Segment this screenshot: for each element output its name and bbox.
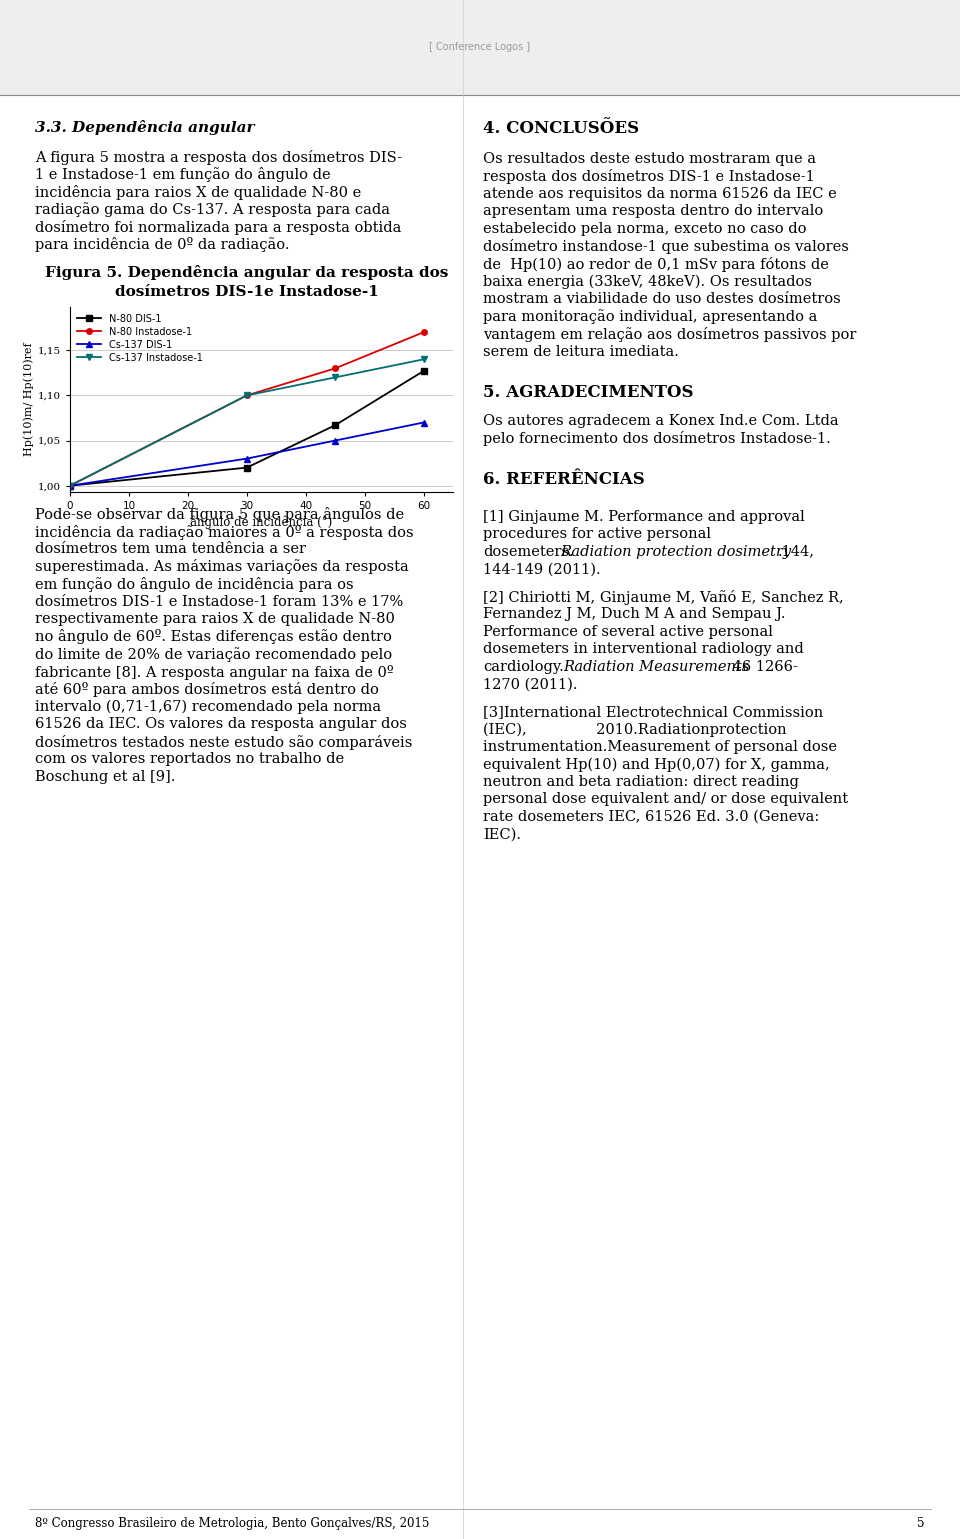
Text: dosímetros testados neste estudo são comparáveis: dosímetros testados neste estudo são com…: [35, 734, 413, 749]
Text: apresentam uma resposta dentro do intervalo: apresentam uma resposta dentro do interv…: [483, 205, 824, 219]
Text: 144-149 (2011).: 144-149 (2011).: [483, 562, 601, 576]
Text: respectivamente para raios X de qualidade N-80: respectivamente para raios X de qualidad…: [35, 613, 395, 626]
N-80 DIS-1: [329, 416, 341, 434]
Text: dosemeters.: dosemeters.: [483, 545, 574, 559]
Text: intervalo (0,71-1,67) recomendado pela norma: intervalo (0,71-1,67) recomendado pela n…: [35, 700, 381, 714]
Text: estabelecido pela norma, exceto no caso do: estabelecido pela norma, exceto no caso …: [483, 222, 806, 235]
Cs-137 DIS-1: [241, 449, 252, 468]
Text: IEC).: IEC).: [483, 828, 521, 842]
Text: 5. AGRADECIMENTOS: 5. AGRADECIMENTOS: [483, 385, 693, 402]
Text: mostram a viabilidade do uso destes dosímetros: mostram a viabilidade do uso destes dosí…: [483, 292, 841, 306]
Text: Os autores agradecem a Konex Ind.e Com. Ltda: Os autores agradecem a Konex Ind.e Com. …: [483, 414, 839, 428]
Text: incidência para raios X de qualidade N-80 e: incidência para raios X de qualidade N-8…: [35, 185, 361, 200]
Cs-137 Instadose-1: [241, 386, 252, 405]
Cs-137 Instadose-1: [418, 349, 429, 368]
Cs-137 Instadose-1: [329, 368, 341, 386]
Text: Radiation protection dosimetry: Radiation protection dosimetry: [560, 545, 791, 559]
Text: dosímetro instandose-1 que subestima os valores: dosímetro instandose-1 que subestima os …: [483, 240, 849, 254]
Text: do limite de 20% de variação recomendado pelo: do limite de 20% de variação recomendado…: [35, 646, 392, 662]
Text: dosímetros DIS-1 e Instadose-1 foram 13% e 17%: dosímetros DIS-1 e Instadose-1 foram 13%…: [35, 594, 403, 608]
Text: fabricante [8]. A resposta angular na faixa de 0º: fabricante [8]. A resposta angular na fa…: [35, 665, 394, 680]
Text: [ Conference Logos ]: [ Conference Logos ]: [429, 43, 531, 52]
Text: para monitoração individual, apresentando a: para monitoração individual, apresentand…: [483, 309, 817, 325]
Text: Figura 5. Dependência angular da resposta dos: Figura 5. Dependência angular da respost…: [45, 265, 448, 280]
Text: incidência da radiação maiores a 0º a resposta dos: incidência da radiação maiores a 0º a re…: [35, 525, 414, 540]
Text: neutron and beta radiation: direct reading: neutron and beta radiation: direct readi…: [483, 774, 799, 790]
Line: N-80 Instadose-1: N-80 Instadose-1: [67, 329, 426, 488]
Text: serem de leitura imediata.: serem de leitura imediata.: [483, 345, 679, 359]
Text: no ângulo de 60º. Estas diferenças estão dentro: no ângulo de 60º. Estas diferenças estão…: [35, 629, 392, 645]
Text: personal dose equivalent and/ or dose equivalent: personal dose equivalent and/ or dose eq…: [483, 793, 848, 806]
Text: com os valores reportados no trabalho de: com os valores reportados no trabalho de: [35, 753, 344, 766]
Text: .144,: .144,: [778, 545, 815, 559]
Text: resposta dos dosímetros DIS-1 e Instadose-1: resposta dos dosímetros DIS-1 e Instados…: [483, 169, 815, 185]
Cs-137 DIS-1: [418, 414, 429, 432]
Cs-137 DIS-1: [329, 431, 341, 449]
Text: 4. CONCLUSÕES: 4. CONCLUSÕES: [483, 120, 639, 137]
Text: [2] Chiriotti M, Ginjaume M, Vañó E, Sanchez R,: [2] Chiriotti M, Ginjaume M, Vañó E, San…: [483, 589, 844, 605]
Text: para incidência de 0º da radiação.: para incidência de 0º da radiação.: [35, 237, 290, 252]
Text: (IEC),               2010.Radiationprotection: (IEC), 2010.Radiationprotection: [483, 722, 786, 737]
Text: 3.3. Dependência angular: 3.3. Dependência angular: [35, 120, 254, 135]
Text: pelo fornecimento dos dosímetros Instadose-1.: pelo fornecimento dos dosímetros Instado…: [483, 431, 830, 446]
Text: Os resultados deste estudo mostraram que a: Os resultados deste estudo mostraram que…: [483, 152, 816, 166]
Text: Performance of several active personal: Performance of several active personal: [483, 625, 773, 639]
Text: 1270 (2011).: 1270 (2011).: [483, 677, 578, 691]
Text: de  Hp(10) ao redor de 0,1 mSv para fótons de: de Hp(10) ao redor de 0,1 mSv para fóton…: [483, 257, 828, 272]
Cs-137 Instadose-1: [64, 477, 76, 496]
Cs-137 DIS-1: [64, 477, 76, 496]
Text: Fernandez J M, Duch M A and Sempau J.: Fernandez J M, Duch M A and Sempau J.: [483, 608, 785, 622]
N-80 DIS-1: [64, 477, 76, 496]
Text: dosímetros tem uma tendência a ser: dosímetros tem uma tendência a ser: [35, 542, 306, 556]
Line: Cs-137 DIS-1: Cs-137 DIS-1: [67, 420, 426, 488]
Line: Cs-137 Instadose-1: Cs-137 Instadose-1: [67, 357, 426, 488]
Text: 1 e Instadose-1 em função do ângulo de: 1 e Instadose-1 em função do ângulo de: [35, 168, 330, 183]
N-80 DIS-1: [418, 362, 429, 380]
Text: dosemeters in interventional radiology and: dosemeters in interventional radiology a…: [483, 642, 804, 656]
Text: cardiology.: cardiology.: [483, 660, 564, 674]
Text: 46 1266-: 46 1266-: [728, 660, 798, 674]
Text: A figura 5 mostra a resposta dos dosímetros DIS-: A figura 5 mostra a resposta dos dosímet…: [35, 149, 402, 165]
Line: N-80 DIS-1: N-80 DIS-1: [67, 368, 426, 488]
X-axis label: ângulo de incidência (°): ângulo de incidência (°): [190, 516, 332, 529]
Text: Radiation Measurements: Radiation Measurements: [563, 660, 749, 674]
Text: até 60º para ambos dosímetros está dentro do: até 60º para ambos dosímetros está dentr…: [35, 682, 379, 697]
Bar: [0, 0, 960, 95]
Text: [1] Ginjaume M. Performance and approval: [1] Ginjaume M. Performance and approval: [483, 509, 804, 523]
N-80 Instadose-1: [329, 359, 341, 377]
Text: 6. REFERÊNCIAS: 6. REFERÊNCIAS: [483, 471, 645, 488]
Text: atende aos requisitos da norma 61526 da IEC e: atende aos requisitos da norma 61526 da …: [483, 188, 837, 202]
Text: Boschung et al [9].: Boschung et al [9].: [35, 770, 176, 783]
N-80 Instadose-1: [418, 323, 429, 342]
Text: 61526 da IEC. Os valores da resposta angular dos: 61526 da IEC. Os valores da resposta ang…: [35, 717, 407, 731]
Text: instrumentation.Measurement of personal dose: instrumentation.Measurement of personal …: [483, 740, 837, 754]
Text: [3]International Electrotechnical Commission: [3]International Electrotechnical Commis…: [483, 705, 824, 719]
Text: rate dosemeters IEC, 61526 Ed. 3.0 (Geneva:: rate dosemeters IEC, 61526 Ed. 3.0 (Gene…: [483, 810, 819, 823]
N-80 Instadose-1: [241, 386, 252, 405]
Text: radiação gama do Cs-137. A resposta para cada: radiação gama do Cs-137. A resposta para…: [35, 203, 390, 217]
Text: superestimada. As máximas variações da resposta: superestimada. As máximas variações da r…: [35, 560, 409, 574]
Text: vantagem em relação aos dosímetros passivos por: vantagem em relação aos dosímetros passi…: [483, 326, 856, 342]
N-80 DIS-1: [241, 459, 252, 477]
N-80 Instadose-1: [64, 477, 76, 496]
Text: 8º Congresso Brasileiro de Metrologia, Bento Gonçalves/RS, 2015: 8º Congresso Brasileiro de Metrologia, B…: [35, 1517, 429, 1530]
Text: procedures for active personal: procedures for active personal: [483, 528, 711, 542]
Text: 5: 5: [918, 1517, 925, 1530]
Legend: N-80 DIS-1, N-80 Instadose-1, Cs-137 DIS-1, Cs-137 Instadose-1: N-80 DIS-1, N-80 Instadose-1, Cs-137 DIS…: [75, 312, 204, 365]
Text: Pode-se observar da figura 5 que para ângulos de: Pode-se observar da figura 5 que para ân…: [35, 506, 404, 522]
Text: equivalent Hp(10) and Hp(0,07) for X, gamma,: equivalent Hp(10) and Hp(0,07) for X, ga…: [483, 757, 829, 771]
Text: baixa energia (33keV, 48keV). Os resultados: baixa energia (33keV, 48keV). Os resulta…: [483, 274, 812, 289]
Text: dosímetros DIS-1e Instadose-1: dosímetros DIS-1e Instadose-1: [114, 285, 378, 299]
Text: em função do ângulo de incidência para os: em função do ângulo de incidência para o…: [35, 577, 353, 593]
Y-axis label: Hp(10)m/ Hp(10)ref: Hp(10)m/ Hp(10)ref: [23, 343, 34, 456]
Text: dosímetro foi normalizada para a resposta obtida: dosímetro foi normalizada para a respost…: [35, 220, 401, 235]
